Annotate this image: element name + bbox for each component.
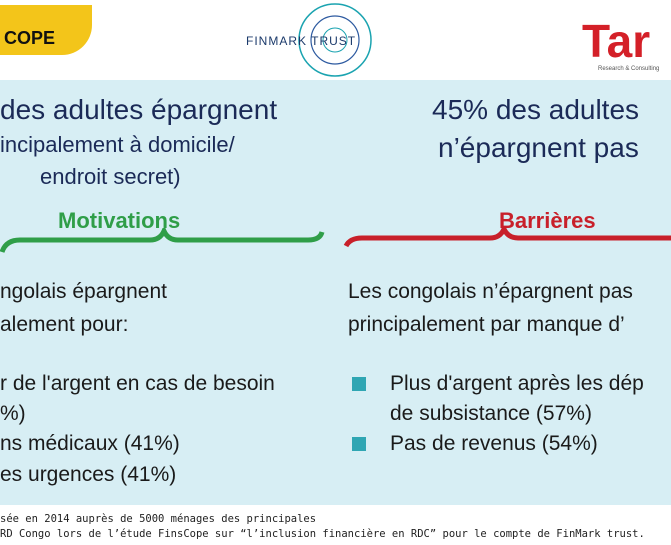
left-intro: alement pour: [0, 313, 129, 336]
left-headline: incipalement à domicile/ [0, 132, 235, 157]
left-bullet: es urgences (41%) [0, 463, 177, 486]
right-bullet: de subsistance (57%) [390, 402, 592, 425]
panel [0, 80, 671, 505]
right-headline: n’épargnent pas [438, 132, 639, 163]
right-intro: principalement par manque d’ [348, 313, 625, 336]
right-section: Barrières [499, 208, 596, 233]
left-bullet: r de l'argent en cas de besoin [0, 372, 275, 395]
logo-center: FINMARK TRUST [246, 34, 357, 48]
footer: RD Congo lors de l’étude FinsCope sur “l… [0, 528, 645, 540]
right-intro: Les congolais n’épargnent pas [348, 280, 633, 303]
bullet-icon [352, 437, 366, 451]
right-bullet: Plus d'argent après les dép [390, 372, 644, 395]
left-bullet: %) [0, 402, 26, 425]
right-headline: 45% des adultes [432, 94, 640, 125]
bullet-icon [352, 377, 366, 391]
left-section: Motivations [58, 208, 181, 233]
left-headline: des adultes épargnent [0, 94, 278, 125]
footer: sée en 2014 auprès de 5000 ménages des p… [0, 513, 317, 525]
right-brace [343, 228, 671, 248]
logo-left-shape [0, 5, 92, 55]
logo-left: COPE [4, 28, 56, 48]
logo-center-icon [298, 3, 372, 77]
left-intro: ngolais épargnent [0, 280, 167, 303]
logo-right: Tar [582, 15, 651, 67]
right-bullet: Pas de revenus (54%) [390, 432, 598, 455]
logo-right-sub: Research & Consulting [598, 66, 660, 72]
left-headline: endroit secret) [40, 164, 181, 189]
left-bullet: ns médicaux (41%) [0, 432, 180, 455]
left-brace [0, 228, 325, 253]
